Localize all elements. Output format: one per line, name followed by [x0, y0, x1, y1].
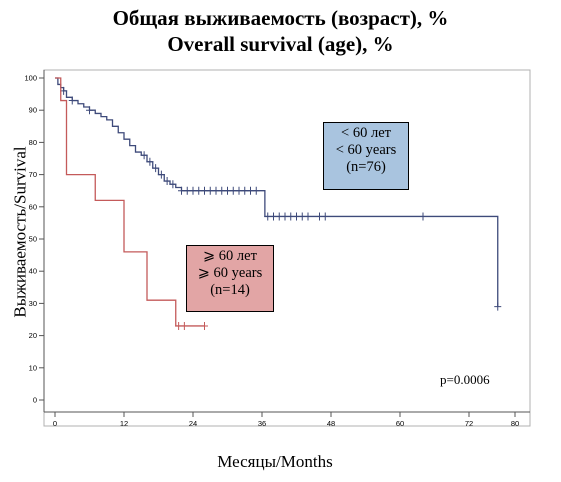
y-tick-label: 50	[29, 235, 37, 244]
legend-under-60-line-2: < 60 years	[335, 142, 397, 158]
censor-mark-under-60	[163, 177, 171, 186]
censor-mark-under-60	[252, 186, 260, 195]
x-tick-label: 48	[327, 419, 335, 428]
censor-mark-under-60	[86, 106, 93, 115]
survival-curve-60-plus	[55, 77, 205, 327]
censor-mark-under-60	[146, 157, 154, 166]
legend-60-plus-line-2: ⩾ 60 years	[197, 265, 263, 281]
censor-mark-under-60	[304, 212, 312, 221]
censor-mark-under-60	[140, 151, 148, 160]
censor-mark-under-60	[494, 302, 502, 311]
x-tick-label: 24	[189, 419, 197, 428]
y-tick-label: 40	[29, 267, 37, 276]
censor-mark-60-plus	[201, 321, 208, 330]
legend-under-60-line-1: < 60 лет	[341, 125, 391, 141]
x-axis-label: Месяцы/Months	[217, 452, 333, 471]
p-value: p=0.0006	[440, 372, 490, 387]
chart-title-en: Overall survival (age), %	[167, 32, 394, 56]
legend-60-plus: ⩾ 60 лет ⩾ 60 years (n=14)	[186, 245, 274, 312]
x-tick-label: 0	[53, 419, 57, 428]
censor-mark-under-60	[169, 180, 177, 189]
x-tick-label: 12	[120, 419, 128, 428]
censor-mark-60-plus	[180, 321, 188, 330]
survival-curve-under-60	[55, 77, 499, 307]
y-tick-label: 70	[29, 170, 37, 179]
y-tick-label: 30	[29, 299, 37, 308]
y-tick-label: 80	[29, 138, 37, 147]
y-tick-label: 10	[29, 363, 37, 372]
x-tick-label: 36	[258, 419, 266, 428]
legend-under-60-line-3: (n=76)	[346, 159, 386, 175]
censor-mark-under-60	[68, 96, 76, 105]
censor-mark-under-60	[152, 164, 160, 173]
censor-mark-under-60	[157, 170, 165, 179]
y-tick-label: 0	[33, 396, 37, 405]
censor-mark-under-60	[419, 212, 427, 221]
y-axis-label: Выживаемость/Survival	[10, 146, 30, 318]
chart-title-ru: Общая выживаемость (возраст), %	[112, 6, 449, 30]
y-tick-label: 90	[29, 106, 37, 115]
y-tick-label: 20	[29, 331, 37, 340]
legend-60-plus-line-1: ⩾ 60 лет	[203, 248, 257, 264]
legend-60-plus-line-3: (n=14)	[210, 282, 250, 298]
y-tick-label: 100	[24, 74, 37, 83]
censor-mark-under-60	[321, 212, 329, 221]
x-tick-label: 72	[465, 419, 473, 428]
legend-under-60: < 60 лет < 60 years (n=76)	[323, 122, 409, 190]
x-tick-label: 80	[511, 419, 519, 428]
x-tick-label: 60	[396, 419, 404, 428]
y-tick-label: 60	[29, 202, 37, 211]
